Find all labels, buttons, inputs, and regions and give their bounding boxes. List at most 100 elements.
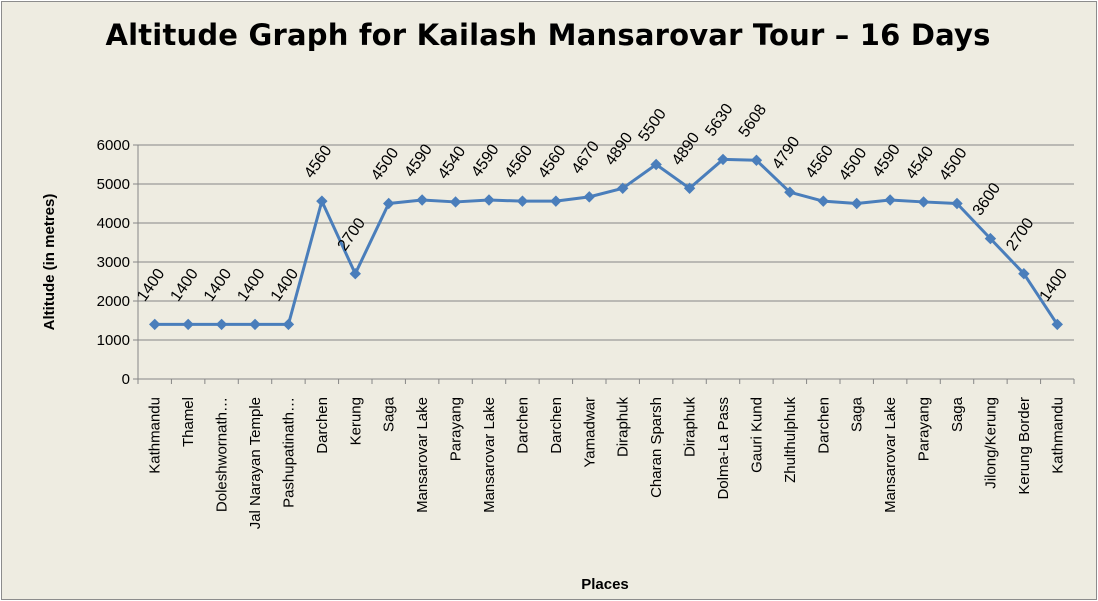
data-label: 1400 — [234, 266, 268, 305]
data-point — [282, 318, 295, 331]
data-label: 4670 — [569, 138, 603, 177]
data-label: 4500 — [936, 145, 970, 184]
data-label: 4890 — [602, 130, 636, 169]
x-tick-label: Jilong/Kerung — [982, 397, 999, 489]
data-label: 1400 — [268, 266, 302, 305]
data-point — [817, 195, 829, 207]
data-point — [650, 158, 662, 171]
y-tick-label: 2000 — [97, 293, 130, 310]
data-point — [951, 197, 963, 210]
x-tick-label: Parayang — [916, 397, 933, 461]
y-axis-title: Altitude (in metres) — [41, 194, 58, 331]
data-point — [917, 196, 930, 208]
data-point — [984, 232, 997, 245]
data-label: 4500 — [368, 145, 402, 184]
x-tick-label: Gauri Kund — [748, 397, 765, 473]
data-point — [516, 195, 529, 207]
x-tick-label: Thamel — [180, 397, 197, 447]
y-tick-label: 4000 — [97, 215, 130, 232]
x-tick-label: Zhulthulphuk — [782, 397, 799, 483]
data-point — [1018, 267, 1030, 280]
y-tick-label: 6000 — [97, 137, 130, 154]
x-tick-label: Kerung Border — [1016, 397, 1033, 495]
data-label: 4540 — [435, 143, 469, 182]
x-axis-title: Places — [581, 576, 629, 593]
data-label: 4560 — [803, 142, 837, 181]
data-label: 4590 — [468, 141, 502, 180]
data-point — [884, 194, 896, 206]
data-point — [683, 182, 696, 194]
axes — [133, 144, 1075, 384]
data-label: 4790 — [769, 133, 803, 172]
y-tick-label: 3000 — [97, 254, 130, 271]
data-point — [449, 196, 462, 208]
x-tick-label: Mansarovar Lake — [414, 397, 431, 513]
data-label: 1400 — [201, 266, 235, 305]
data-point — [851, 197, 863, 210]
chart-title: Altitude Graph for Kailash Mansarovar To… — [105, 18, 991, 52]
x-tick-label: Pashupatinath… — [280, 397, 297, 508]
y-tick-label: 5000 — [97, 176, 130, 193]
x-tick-label: Doleshwornath… — [214, 397, 231, 512]
x-tick-label: Darchen — [548, 397, 565, 454]
x-tick-label: Diraphuk — [682, 397, 699, 458]
data-point — [717, 153, 729, 166]
x-tick-label: Dolma-La Pass — [715, 397, 732, 500]
data-label: 2700 — [335, 215, 369, 254]
data-point — [215, 318, 228, 331]
data-label: 1400 — [1037, 266, 1071, 305]
x-tick-label: Mansarovar Lake — [882, 397, 899, 513]
data-label: 4590 — [401, 141, 435, 180]
data-label: 4500 — [836, 145, 870, 184]
data-point — [750, 154, 763, 166]
x-tick-label: Mansarovar Lake — [481, 397, 498, 513]
data-point — [1051, 318, 1063, 331]
data-point — [249, 318, 261, 331]
data-label: 1400 — [167, 266, 201, 305]
x-tick-label: Charan Sparsh — [648, 397, 665, 498]
data-series — [149, 153, 1063, 331]
x-tick-label: Saga — [849, 396, 866, 432]
x-tick-label: Kerung — [347, 397, 364, 445]
data-point — [583, 191, 595, 203]
data-point — [416, 194, 428, 206]
data-point — [149, 318, 161, 331]
x-tick-labels: Kathmandu Thamel Doleshwornath… Jal Narayan… — [147, 396, 1067, 529]
y-tick-label: 0 — [122, 371, 130, 388]
x-tick-label: Diraphuk — [615, 397, 632, 458]
data-point — [349, 267, 361, 280]
data-label: 4560 — [502, 142, 536, 181]
data-label: 4560 — [535, 142, 569, 181]
x-tick-label: Darchen — [314, 397, 331, 454]
data-point — [617, 182, 629, 194]
x-tick-label: Jal Narayan Temple — [247, 397, 264, 529]
x-tick-label: Parayang — [448, 397, 465, 461]
y-tick-labels: 0 1000 2000 3000 4000 5000 6000 — [97, 137, 130, 388]
gridlines — [138, 144, 1074, 380]
data-point — [383, 197, 395, 210]
x-tick-label: Yamadwar — [581, 397, 598, 468]
data-label: 5608 — [736, 102, 770, 141]
y-tick-label: 1000 — [97, 332, 130, 349]
x-tick-label: Saga — [949, 396, 966, 432]
data-label: 4590 — [869, 141, 903, 180]
data-label: 3600 — [970, 180, 1004, 219]
x-tick-label: Darchen — [815, 397, 832, 454]
x-tick-label: Kathmandu — [1049, 397, 1066, 474]
data-label: 4540 — [903, 143, 937, 182]
x-tick-label: Saga — [381, 396, 398, 432]
data-label: 5500 — [635, 106, 669, 145]
x-tick-label: Darchen — [514, 397, 531, 454]
data-label: 1400 — [134, 266, 168, 305]
data-label: 5630 — [702, 101, 736, 140]
data-point — [784, 186, 796, 198]
data-label: 4890 — [669, 130, 703, 169]
data-point — [550, 195, 562, 207]
data-point — [182, 318, 194, 331]
data-point — [316, 195, 328, 207]
x-tick-label: Kathmandu — [147, 397, 164, 474]
data-label: 4560 — [301, 142, 335, 181]
data-point — [483, 194, 495, 206]
series-line — [154, 157, 1059, 326]
